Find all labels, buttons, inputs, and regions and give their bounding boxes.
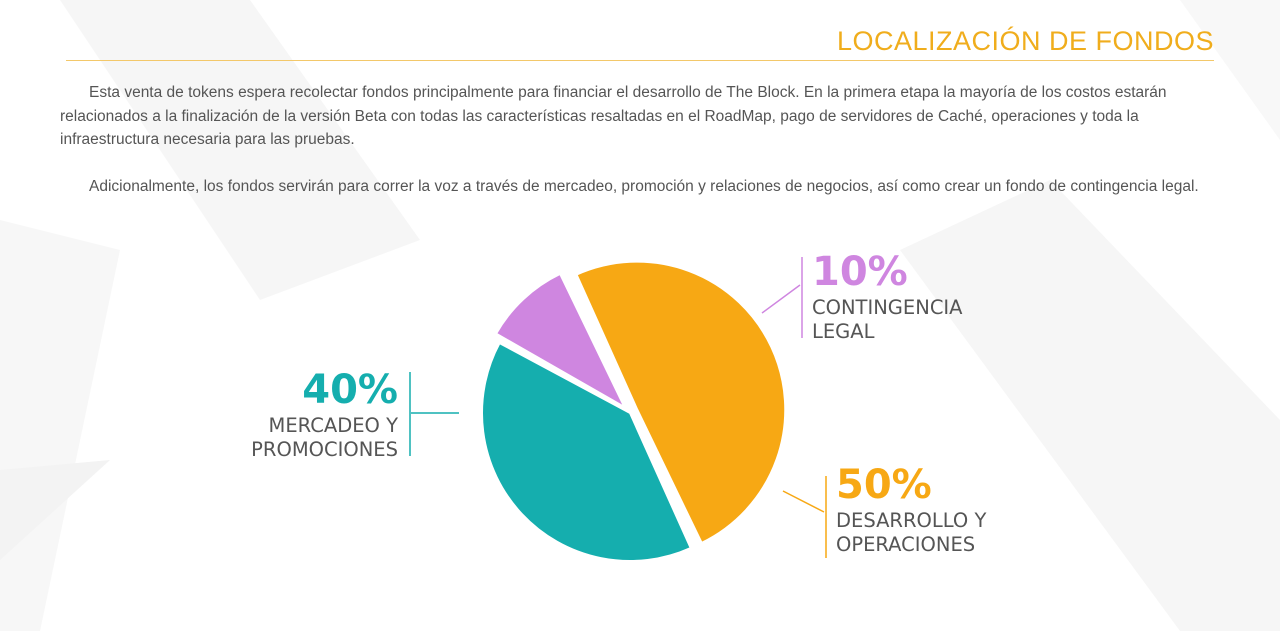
intro-paragraph: Esta venta de tokens espera recolectar f… bbox=[60, 81, 1220, 152]
pie-slice-desarrollo-y-operaciones bbox=[575, 260, 787, 545]
category-label-10-line-1: CONTINGENCIA bbox=[812, 296, 963, 319]
page-title: LOCALIZACIÓN DE FONDOS bbox=[836, 26, 1214, 56]
percent-label-50: 50% bbox=[836, 462, 932, 508]
category-label-10-line-2: LEGAL bbox=[812, 320, 875, 343]
category-label-40-line-1: MERCADEO Y bbox=[269, 414, 399, 437]
pie-slice-contingencia-legal bbox=[494, 272, 627, 410]
title-divider bbox=[66, 60, 1214, 61]
additional-paragraph: Adicionalmente, los fondos servirán para… bbox=[60, 175, 1220, 199]
pie-slice-mercadeo-y-promociones bbox=[481, 341, 692, 562]
intro-paragraph-text: Esta venta de tokens espera recolectar f… bbox=[60, 84, 1167, 148]
category-label-50-line-1: DESARROLLO Y bbox=[836, 509, 986, 532]
percent-label-40: 40% bbox=[302, 367, 398, 413]
percent-label-10: 10% bbox=[812, 249, 908, 295]
callout-line-50 bbox=[782, 476, 827, 558]
additional-paragraph-text: Adicionalmente, los fondos servirán para… bbox=[89, 178, 1199, 195]
callout-line-40 bbox=[409, 372, 459, 456]
category-label-50-line-2: OPERACIONES bbox=[836, 533, 975, 556]
callout-line-10 bbox=[761, 257, 803, 338]
category-label-40-line-2: PROMOCIONES bbox=[251, 438, 398, 461]
